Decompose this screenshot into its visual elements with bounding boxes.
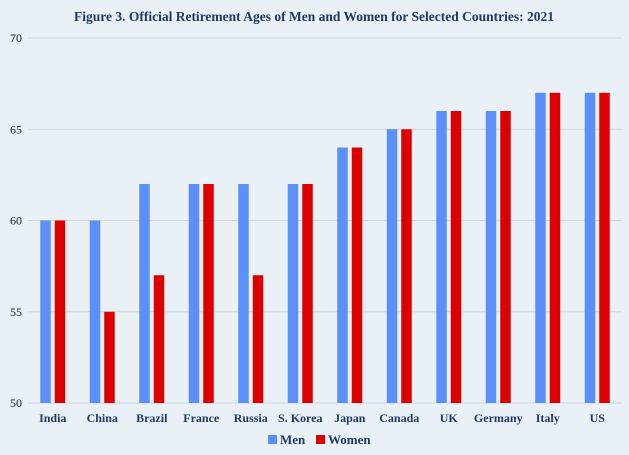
bar-men-germany: [485, 111, 497, 403]
x-category-label: Brazil: [136, 411, 168, 425]
bar-men-us: [584, 92, 596, 403]
bar-men-india: [40, 220, 51, 403]
legend-swatch-men: [268, 435, 277, 444]
y-tick-label: 60: [10, 214, 22, 228]
bar-women-china: [104, 311, 115, 403]
x-category-label: India: [39, 411, 66, 425]
x-axis-labels: India China Brazil France Russia S. Korea Japa…: [39, 411, 605, 425]
bar-women-uk: [450, 111, 462, 403]
bar-men-canada: [386, 129, 398, 403]
bar-men-uk: [436, 111, 447, 403]
bars: [40, 92, 610, 403]
x-category-label: Russia: [234, 411, 268, 425]
x-category-label: US: [590, 411, 606, 425]
x-category-label: Canada: [379, 411, 419, 425]
chart-title: Figure 3. Official Retirement Ages of Me…: [74, 9, 554, 24]
bar-men-brazil: [139, 184, 150, 403]
y-axis-ticks: 50 55 60 65 70: [10, 31, 22, 410]
bar-women-japan: [351, 147, 363, 403]
y-tick-label: 50: [10, 396, 22, 410]
bar-men-japan: [337, 147, 348, 403]
bar-women-canada: [401, 129, 412, 403]
bar-women-brazil: [153, 275, 165, 403]
bar-women-italy: [549, 92, 561, 403]
legend-label-women: Women: [328, 432, 371, 447]
x-category-label: Japan: [334, 411, 366, 425]
bar-women-germany: [500, 111, 511, 403]
legend: Men Women: [268, 432, 371, 447]
bar-women-france: [203, 184, 214, 403]
x-category-label: Italy: [536, 411, 560, 425]
x-category-label: China: [87, 411, 118, 425]
bar-men-russia: [238, 184, 249, 403]
y-tick-label: 55: [10, 305, 22, 319]
y-tick-label: 65: [10, 122, 22, 136]
x-category-label: Germany: [474, 411, 523, 425]
x-category-label: France: [183, 411, 220, 425]
y-tick-label: 70: [10, 31, 22, 45]
bar-women-us: [599, 92, 610, 403]
bar-men-france: [188, 184, 200, 403]
bar-women-russia: [252, 275, 264, 403]
gridlines: [28, 37, 622, 404]
legend-label-men: Men: [280, 432, 306, 447]
bar-men-italy: [535, 92, 546, 403]
x-category-label: S. Korea: [278, 411, 322, 425]
bar-men-china: [89, 220, 101, 403]
bar-women-india: [54, 220, 66, 403]
x-category-label: UK: [440, 411, 459, 425]
bar-women-s-korea: [302, 184, 313, 403]
legend-swatch-women: [316, 435, 325, 444]
bar-men-s-korea: [287, 184, 299, 403]
